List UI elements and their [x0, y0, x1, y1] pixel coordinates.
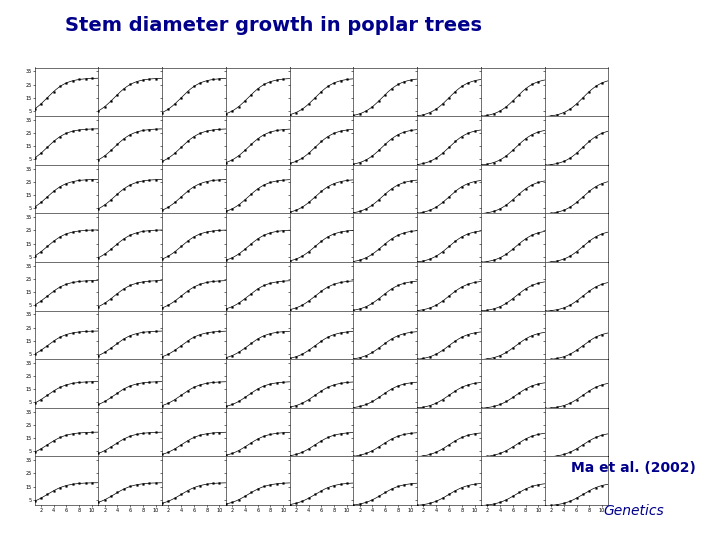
- Text: Ma et al. (2002): Ma et al. (2002): [571, 461, 696, 475]
- Text: Stem diameter growth in poplar trees: Stem diameter growth in poplar trees: [65, 16, 482, 35]
- Text: Genetics: Genetics: [603, 504, 664, 518]
